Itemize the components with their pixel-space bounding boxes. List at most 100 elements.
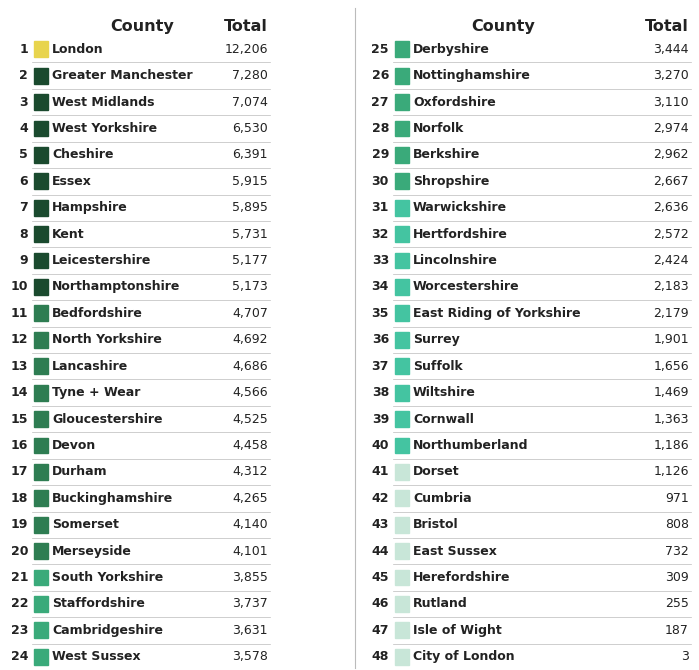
Text: 11: 11 bbox=[10, 307, 28, 320]
Text: 17: 17 bbox=[10, 466, 28, 478]
Text: 2,183: 2,183 bbox=[654, 281, 689, 293]
Bar bbox=[395, 68, 409, 84]
Bar bbox=[395, 147, 409, 163]
Bar bbox=[395, 649, 409, 665]
Text: 22: 22 bbox=[10, 598, 28, 610]
Text: 4,312: 4,312 bbox=[233, 466, 268, 478]
Text: 48: 48 bbox=[372, 651, 389, 663]
Text: Staffordshire: Staffordshire bbox=[52, 598, 145, 610]
Bar bbox=[34, 253, 48, 269]
Text: 12: 12 bbox=[10, 333, 28, 346]
Text: 34: 34 bbox=[372, 281, 389, 293]
Bar bbox=[395, 332, 409, 348]
Text: 309: 309 bbox=[665, 571, 689, 584]
Text: 32: 32 bbox=[372, 228, 389, 241]
Text: 1: 1 bbox=[20, 43, 28, 56]
Text: Norfolk: Norfolk bbox=[413, 122, 464, 135]
Text: 25: 25 bbox=[371, 43, 389, 56]
Text: 19: 19 bbox=[10, 518, 28, 531]
Text: 29: 29 bbox=[372, 148, 389, 161]
Bar bbox=[395, 543, 409, 559]
Bar bbox=[395, 411, 409, 427]
Text: 47: 47 bbox=[371, 624, 389, 637]
Text: 7: 7 bbox=[20, 201, 28, 214]
Text: 1,186: 1,186 bbox=[654, 439, 689, 452]
Text: 2,179: 2,179 bbox=[654, 307, 689, 320]
Text: West Midlands: West Midlands bbox=[52, 96, 154, 109]
Bar bbox=[395, 490, 409, 507]
Text: 2,962: 2,962 bbox=[654, 148, 689, 161]
Text: 5,915: 5,915 bbox=[232, 175, 268, 188]
Bar bbox=[395, 438, 409, 454]
Text: Buckinghamshire: Buckinghamshire bbox=[52, 492, 173, 505]
Text: West Sussex: West Sussex bbox=[52, 651, 140, 663]
Text: Bedfordshire: Bedfordshire bbox=[52, 307, 143, 320]
Text: 3,578: 3,578 bbox=[232, 651, 268, 663]
Text: 4,686: 4,686 bbox=[232, 360, 268, 373]
Text: Northumberland: Northumberland bbox=[413, 439, 528, 452]
Text: Hampshire: Hampshire bbox=[52, 201, 128, 214]
Bar bbox=[34, 332, 48, 348]
Text: 23: 23 bbox=[10, 624, 28, 637]
Text: 3,737: 3,737 bbox=[232, 598, 268, 610]
Bar bbox=[395, 42, 409, 57]
Text: 37: 37 bbox=[372, 360, 389, 373]
Text: 1,656: 1,656 bbox=[654, 360, 689, 373]
Bar bbox=[34, 200, 48, 216]
Text: 28: 28 bbox=[372, 122, 389, 135]
Text: 2,667: 2,667 bbox=[654, 175, 689, 188]
Text: 1,126: 1,126 bbox=[654, 466, 689, 478]
Bar bbox=[34, 438, 48, 454]
Text: 2: 2 bbox=[20, 69, 28, 82]
Text: West Yorkshire: West Yorkshire bbox=[52, 122, 157, 135]
Bar bbox=[34, 121, 48, 137]
Text: 5,731: 5,731 bbox=[232, 228, 268, 241]
Text: 7,280: 7,280 bbox=[232, 69, 268, 82]
Bar bbox=[34, 411, 48, 427]
Text: 4,101: 4,101 bbox=[232, 545, 268, 557]
Text: Hertfordshire: Hertfordshire bbox=[413, 228, 508, 241]
Text: 187: 187 bbox=[665, 624, 689, 637]
Bar bbox=[395, 570, 409, 586]
Text: 3,110: 3,110 bbox=[654, 96, 689, 109]
Bar bbox=[34, 68, 48, 84]
Text: Bristol: Bristol bbox=[413, 518, 459, 531]
Text: 6: 6 bbox=[20, 175, 28, 188]
Bar bbox=[34, 226, 48, 242]
Text: 30: 30 bbox=[372, 175, 389, 188]
Text: Nottinghamshire: Nottinghamshire bbox=[413, 69, 531, 82]
Bar bbox=[395, 226, 409, 242]
Text: Durham: Durham bbox=[52, 466, 108, 478]
Bar bbox=[395, 279, 409, 295]
Text: 21: 21 bbox=[10, 571, 28, 584]
Text: Gloucestershire: Gloucestershire bbox=[52, 413, 162, 425]
Text: 4,265: 4,265 bbox=[232, 492, 268, 505]
Text: 3,444: 3,444 bbox=[654, 43, 689, 56]
Text: 3: 3 bbox=[681, 651, 689, 663]
Text: 38: 38 bbox=[372, 386, 389, 399]
Text: Herefordshire: Herefordshire bbox=[413, 571, 510, 584]
Bar bbox=[34, 570, 48, 586]
Text: 45: 45 bbox=[371, 571, 389, 584]
Text: 255: 255 bbox=[665, 598, 689, 610]
Bar bbox=[34, 147, 48, 163]
Text: 27: 27 bbox=[371, 96, 389, 109]
Text: Isle of Wight: Isle of Wight bbox=[413, 624, 502, 637]
Bar bbox=[34, 543, 48, 559]
Bar bbox=[34, 385, 48, 401]
Text: 732: 732 bbox=[665, 545, 689, 557]
Text: 5: 5 bbox=[20, 148, 28, 161]
Text: Total: Total bbox=[645, 19, 689, 34]
Text: 4,525: 4,525 bbox=[232, 413, 268, 425]
Text: 4: 4 bbox=[20, 122, 28, 135]
Text: 13: 13 bbox=[10, 360, 28, 373]
Text: 1,901: 1,901 bbox=[654, 333, 689, 346]
Text: South Yorkshire: South Yorkshire bbox=[52, 571, 164, 584]
Text: Cambridgeshire: Cambridgeshire bbox=[52, 624, 163, 637]
Text: 4,692: 4,692 bbox=[233, 333, 268, 346]
Bar bbox=[34, 94, 48, 110]
Text: 40: 40 bbox=[371, 439, 389, 452]
Bar bbox=[395, 622, 409, 639]
Text: County: County bbox=[110, 19, 174, 34]
Text: 2,974: 2,974 bbox=[654, 122, 689, 135]
